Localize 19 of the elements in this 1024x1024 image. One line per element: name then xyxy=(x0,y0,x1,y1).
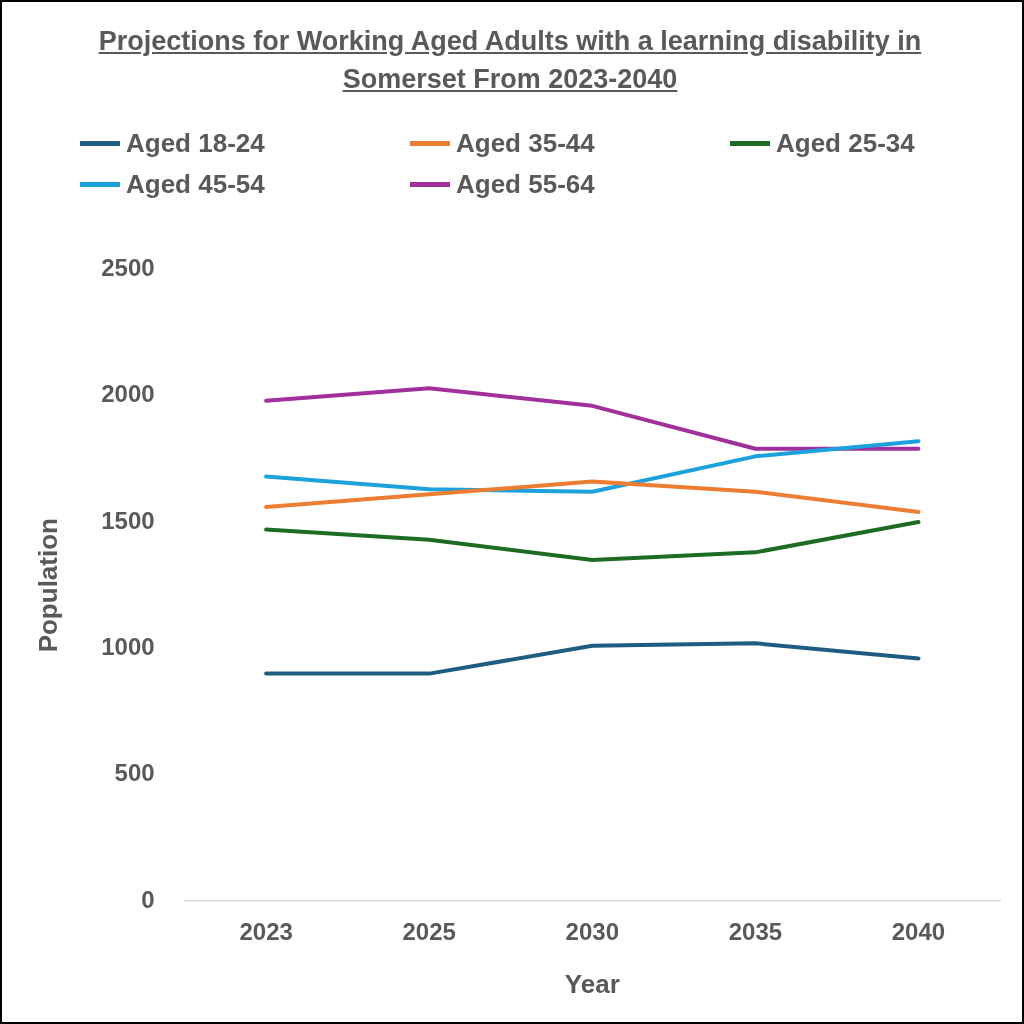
legend-label: Aged 25-34 xyxy=(776,128,915,159)
legend-label: Aged 55-64 xyxy=(456,169,595,200)
y-tick-label: 1500 xyxy=(101,506,155,534)
y-tick-label: 2500 xyxy=(101,254,155,282)
y-tick-label: 1000 xyxy=(101,632,155,660)
legend-label: Aged 35-44 xyxy=(456,128,595,159)
y-tick-label: 500 xyxy=(114,759,155,787)
chart-title: Projections for Working Aged Adults with a learning disability in Somerset From 2023-2040 xyxy=(97,25,923,96)
x-tick-label: 2030 xyxy=(565,918,619,946)
x-tick-label: 2040 xyxy=(891,918,946,946)
y-tick-label: 2000 xyxy=(101,380,155,408)
y-axis-title: Population xyxy=(32,518,63,653)
x-tick-label: 2025 xyxy=(402,918,456,946)
legend-label: Aged 18-24 xyxy=(126,128,265,159)
legend-label: Aged 45-54 xyxy=(126,169,265,200)
x-axis-title: Year xyxy=(564,968,620,999)
x-tick-label: 2035 xyxy=(728,918,783,946)
x-tick-label: 2023 xyxy=(239,918,293,946)
y-tick-label: 0 xyxy=(141,885,155,913)
